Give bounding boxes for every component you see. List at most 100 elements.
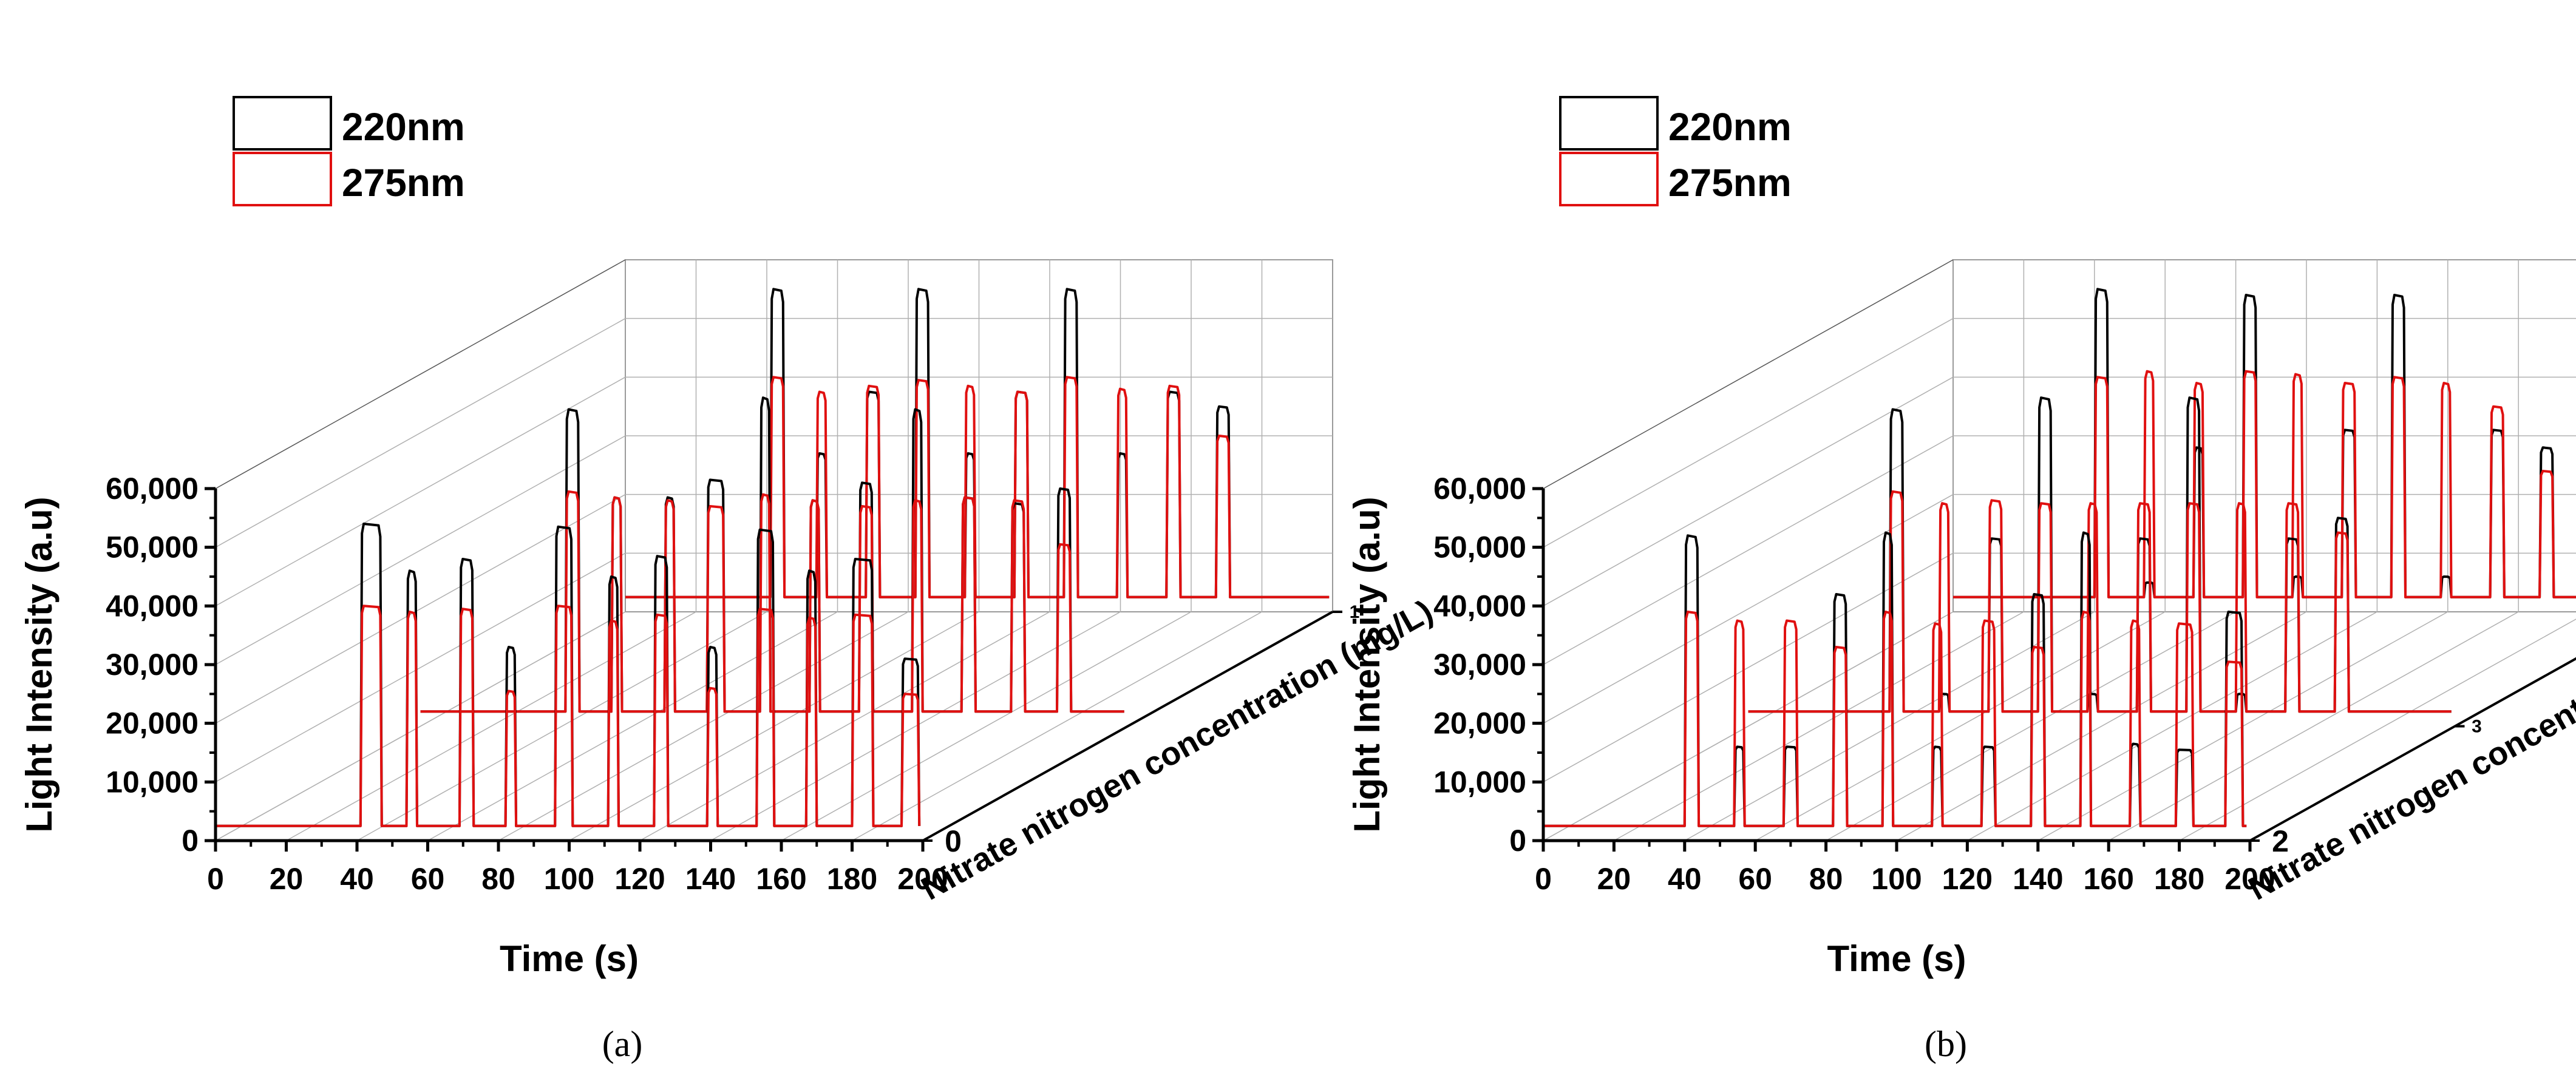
panel-a: 0 10,000 20,000 30,000 40,000 50,000 60,000 0 20…	[19, 96, 1439, 1064]
floor-gridline	[215, 611, 626, 841]
x-axis-title: Time (s)	[1827, 938, 1966, 979]
series-line-275nm	[1543, 611, 2247, 827]
x-tick-label: 120	[614, 862, 665, 896]
x-tick-label: 0	[1535, 862, 1552, 896]
panel-caption-b: (b)	[1925, 1024, 1967, 1064]
x-tick-label: 160	[2083, 862, 2133, 896]
legend-swatch-275nm	[233, 152, 332, 206]
floor-gridline	[639, 611, 1050, 841]
side-wall-gridline	[215, 376, 626, 606]
y-tick-label: 10,000	[106, 765, 199, 799]
series-line-275nm	[1953, 370, 2576, 598]
series-line-275nm	[420, 490, 1124, 713]
x-tick-label: 60	[411, 862, 445, 896]
floor-gridline	[781, 611, 1192, 841]
floor-gridline	[1684, 611, 2095, 841]
x-tick-label: 40	[1668, 862, 1702, 896]
x-tick-label: 20	[270, 862, 304, 896]
x-tick-label: 200	[2224, 862, 2275, 896]
y-tick-label: 30,000	[1433, 648, 1526, 682]
floor-gridline	[852, 611, 1262, 841]
x-tick-label: 160	[756, 862, 806, 896]
z-ticks: 234	[2250, 717, 2482, 858]
x-tick-label: 100	[544, 862, 594, 896]
side-wall-gridline	[215, 552, 626, 782]
x-tick-label: 200	[897, 862, 948, 896]
z-ticks: 01	[923, 602, 1359, 858]
floor-gridline	[710, 611, 1121, 841]
floor-gridline	[286, 611, 696, 841]
y-tick-label: 40,000	[106, 589, 199, 623]
z-tick-label: 2	[2272, 824, 2289, 858]
y-axis-title: Light Intensity (a.u)	[1347, 496, 1387, 832]
y-tick-label: 0	[1509, 824, 1526, 858]
x-tick-label: 140	[2013, 862, 2063, 896]
legend-label-220nm: 220nm	[1668, 105, 1792, 149]
y-tick-label: 20,000	[106, 707, 199, 740]
floor-gridline	[1896, 611, 2307, 841]
x-tick-label: 60	[1738, 862, 1772, 896]
plot-area: 0 10,000 20,000 30,000 40,000 50,000 60,000 0 20…	[19, 259, 1439, 979]
y-tick-label: 60,000	[106, 472, 199, 506]
slice-0	[216, 523, 921, 827]
x-tick-label: 40	[340, 862, 374, 896]
legend: 220nm 275nm	[233, 96, 465, 206]
side-wall-gridline	[1543, 259, 1954, 489]
slice-2	[1543, 531, 2247, 827]
x-tick-label: 140	[685, 862, 736, 896]
slice-0-5	[420, 396, 1124, 713]
side-wall-gridline	[1543, 435, 1954, 665]
z-tick-label: 1	[1350, 602, 1360, 622]
z-axis-title: Nitrate nitrogen concentration (mg/L)	[2243, 593, 2576, 907]
floor-gridline	[2179, 618, 2576, 841]
y-tick-label: 50,000	[1433, 530, 1526, 564]
floor-gridline	[1967, 611, 2377, 841]
floor-grid	[1543, 611, 2576, 841]
slice-4	[1953, 288, 2576, 598]
series-line-275nm	[216, 605, 921, 827]
y-tick-label: 0	[182, 824, 199, 858]
x-tick-label: 180	[2154, 862, 2204, 896]
y-axis-title: Light Intensity (a.u)	[19, 496, 59, 832]
z-tick-label: 0	[945, 824, 962, 858]
legend-label-220nm: 220nm	[342, 105, 465, 149]
slice-1	[625, 288, 1330, 598]
legend-label-275nm: 275nm	[342, 161, 465, 205]
y-tick-label: 60,000	[1433, 472, 1526, 506]
side-wall-gridline	[215, 435, 626, 665]
legend-label-275nm: 275nm	[1668, 161, 1792, 205]
series-line-220nm	[1748, 396, 2452, 713]
floor-gridline	[1614, 611, 2024, 841]
legend: 220nm 275nm	[1559, 96, 1792, 206]
x-tick-label: 180	[827, 862, 877, 896]
back-wall	[1952, 259, 2576, 612]
series-line-275nm	[1748, 490, 2452, 713]
slice-3	[1748, 396, 2452, 713]
floor-gridline	[498, 611, 909, 841]
y-tick-label: 20,000	[1433, 707, 1526, 740]
side-wall-gridline	[215, 318, 626, 548]
series-traces	[216, 288, 1330, 827]
z-axis-line	[922, 611, 1333, 842]
z-tick-label: 3	[2472, 717, 2482, 737]
series-traces	[1543, 288, 2576, 827]
x-tick-label: 100	[1871, 862, 1922, 896]
side-wall	[215, 259, 626, 841]
legend-swatch-275nm	[1559, 152, 1659, 206]
y-tick-label: 10,000	[1433, 765, 1526, 799]
panel-b: 0 10,000 20,000 30,000 40,000 50,000 60,000 0 20…	[1347, 96, 2576, 1064]
x-tick-label: 120	[1942, 862, 1993, 896]
floor-gridline	[356, 611, 767, 841]
panel-caption-a: (a)	[602, 1024, 643, 1064]
axes: 0 10,000 20,000 30,000 40,000 50,000 60,000 0 20…	[106, 472, 948, 896]
x-tick-label: 20	[1597, 862, 1631, 896]
plot-area: 0 10,000 20,000 30,000 40,000 50,000 60,000 0 20…	[1347, 259, 2576, 979]
x-tick-label: 0	[207, 862, 224, 896]
series-line-220nm	[1953, 288, 2576, 598]
side-wall-gridline	[215, 494, 626, 724]
axes: 0 10,000 20,000 30,000 40,000 50,000 60,000 0 20…	[1433, 472, 2275, 896]
x-tick-label: 80	[1809, 862, 1843, 896]
side-wall-gridline	[1543, 318, 1954, 548]
y-tick-label: 40,000	[1433, 589, 1526, 623]
